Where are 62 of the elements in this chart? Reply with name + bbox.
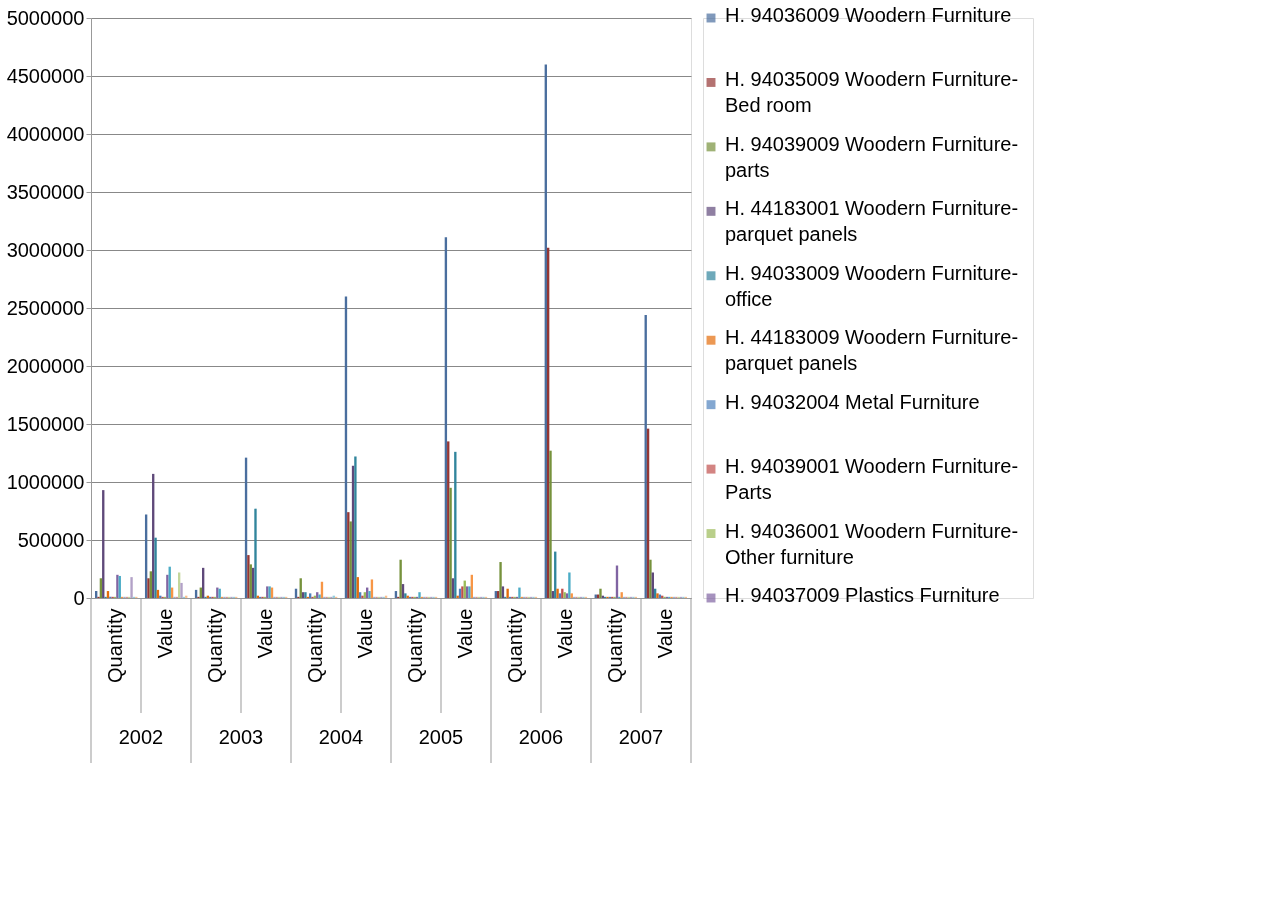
y-tick-label: 0 [73, 586, 85, 609]
x-tick-label: Quantity [204, 608, 227, 683]
y-tick-label: 4000000 [6, 122, 85, 145]
bar [549, 450, 552, 598]
x-tick-label: Quantity [304, 608, 327, 683]
legend-label: H. 94036001 Woodern Furniture-Other furniture [725, 519, 1019, 568]
text: 2003 [218, 726, 264, 748]
y-tick-label: 1000000 [6, 470, 85, 493]
x-tick-label: Value [254, 608, 277, 659]
bar [180, 582, 183, 598]
x-tick-label: Value [354, 608, 377, 659]
x-tick-label: Quantity [503, 608, 526, 683]
bar [368, 591, 371, 598]
y-tick-label: 1500000 [6, 412, 85, 435]
bar [418, 592, 421, 598]
y-tick-label: 500000 [17, 528, 85, 551]
x-tick-label: Quantity [104, 608, 127, 683]
y-tick-label: 3500000 [6, 180, 85, 203]
legend-label: H. 94039009 Woodern Furniture-parts [725, 132, 1019, 181]
bar [147, 578, 150, 598]
x-tick-label: Value [453, 608, 476, 659]
legend-label: H. 94037009 Plastics Furniture [725, 584, 1000, 606]
legend-label: H. 94039001 Woodern Furniture-Parts [725, 455, 1019, 504]
bar [568, 572, 571, 598]
legend-label: H. 94036009 Woodern Furniture [725, 4, 1012, 26]
legend-label: H. 44183001 Woodern Furniture-parquet panels [725, 197, 1019, 246]
legend-label: H. 94035009 Woodern Furniture-Bed room [725, 68, 1019, 117]
text: 2002 [118, 726, 164, 748]
text: 2007 [618, 726, 664, 748]
bar [506, 588, 509, 598]
y-tick-label: 5000000 [6, 6, 85, 29]
x-tick-label: Quantity [603, 608, 626, 683]
bar [166, 574, 169, 598]
bar [518, 587, 521, 598]
bar [449, 487, 452, 598]
legend-label: H. 44183009 Woodern Furniture-parquet panels [725, 326, 1019, 375]
bar [247, 555, 250, 598]
bar [354, 456, 357, 598]
x-tick-label: Quantity [403, 608, 426, 683]
y-tick-label: 3000000 [6, 238, 85, 261]
legend-label: H. 94032004 Metal Furniture [725, 390, 980, 413]
y-tick-label: 2000000 [6, 354, 85, 377]
text: 2004 [318, 726, 364, 748]
y-tick-label: 2500000 [6, 296, 85, 319]
x-tick-label: Value [154, 608, 177, 659]
y-tick-label: 4500000 [6, 64, 85, 87]
text: 2005 [418, 726, 464, 748]
bar [558, 593, 562, 598]
bar [556, 588, 559, 598]
bar [649, 559, 652, 598]
bar [254, 508, 257, 598]
bar [499, 562, 502, 598]
bar [347, 512, 350, 598]
bar [454, 451, 457, 598]
legend-label: H. 94033009 Woodern Furniture-office [725, 261, 1019, 310]
bar [154, 537, 157, 598]
bar [399, 559, 402, 598]
bar [599, 588, 602, 598]
bar [130, 577, 133, 598]
x-tick-label: Value [653, 608, 676, 659]
text: 2006 [518, 726, 564, 748]
x-tick-label: Value [553, 608, 576, 659]
